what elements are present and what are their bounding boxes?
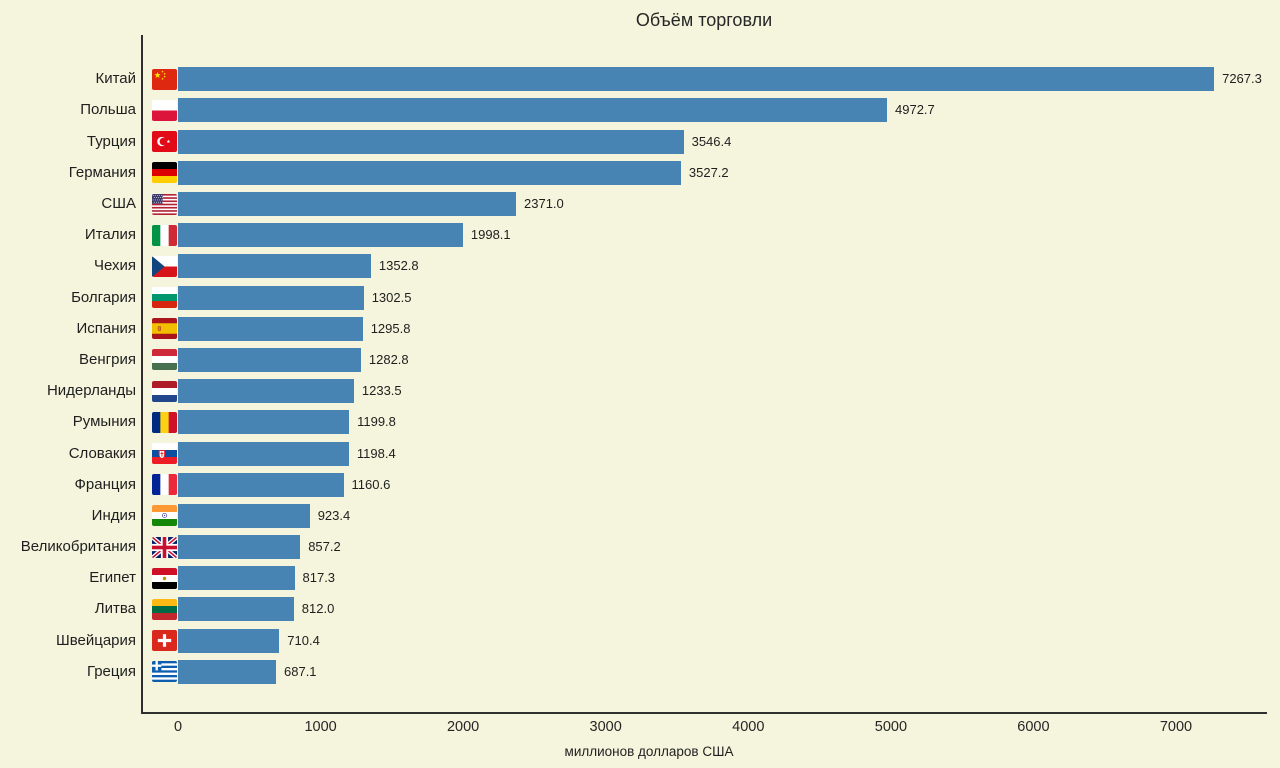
value-label: 4972.7 [895, 102, 935, 118]
flag-de-icon [152, 162, 177, 184]
bar [178, 129, 684, 154]
flag-fr-icon [152, 474, 177, 496]
value-label: 1199.8 [357, 414, 396, 430]
value-label: 1160.6 [351, 476, 391, 492]
value-label: 1198.4 [356, 445, 396, 461]
country-label: Чехия [93, 257, 136, 275]
value-label: 812.0 [301, 601, 335, 617]
bar [178, 192, 516, 216]
country-label: Румыния [72, 413, 136, 431]
bar [178, 472, 344, 497]
value-label: 857.2 [308, 539, 341, 555]
flag-ro-icon [152, 411, 177, 433]
bar [178, 285, 364, 310]
value-label: 3527.2 [688, 164, 729, 180]
country-label: Швейцария [55, 631, 136, 649]
bar [178, 659, 276, 684]
x-tick-label: 1000 [304, 719, 337, 735]
flag-it-icon [152, 224, 177, 246]
flag-cz-icon [152, 255, 177, 277]
x-tick-label: 6000 [1017, 719, 1050, 735]
country-label: Италия [84, 226, 136, 244]
country-label: Литва [94, 600, 136, 618]
value-label: 1282.8 [368, 351, 409, 367]
bar [178, 597, 294, 622]
x-tick-label: 2000 [446, 719, 480, 735]
bar [178, 566, 295, 591]
country-label: Нидерланды [46, 382, 136, 400]
bar [178, 628, 280, 653]
country-label: Франция [74, 475, 136, 493]
flag-hu-icon [152, 349, 177, 371]
bar [178, 503, 310, 528]
bar [178, 379, 354, 404]
flag-gb-icon [152, 536, 177, 558]
chart-title: Объём торговли [635, 10, 773, 30]
y-axis-line [141, 35, 143, 713]
country-label: Польша [80, 101, 136, 119]
flag-sk-icon [152, 443, 177, 464]
country-label: Словакия [68, 444, 136, 462]
flag-cn-icon [152, 68, 177, 90]
flag-tr-icon [152, 131, 177, 153]
flag-in-icon [152, 505, 177, 527]
x-tick-label: 7000 [1159, 719, 1193, 735]
flag-lt-icon [152, 598, 177, 620]
value-label: 687.1 [284, 663, 317, 679]
x-tick-label: 5000 [874, 719, 908, 735]
bar [178, 347, 361, 372]
value-label: 2371.0 [524, 196, 564, 211]
flag-gr-icon [152, 661, 177, 683]
bar [178, 410, 350, 435]
value-label: 923.4 [317, 507, 351, 523]
country-label: США [101, 195, 136, 212]
x-tick-label: 3000 [589, 719, 622, 735]
flag-nl-icon [152, 380, 177, 402]
flag-es-icon [152, 318, 177, 340]
flag-bg-icon [152, 287, 177, 308]
country-label: Турция [86, 132, 136, 150]
bar [178, 223, 463, 248]
bar [178, 254, 371, 279]
country-label: Болгария [71, 288, 136, 306]
x-axis-label: миллионов долларов США [564, 744, 734, 759]
bar [178, 160, 681, 185]
value-label: 1302.5 [371, 289, 412, 305]
country-label: Венгрия [79, 350, 136, 368]
country-label: Испания [76, 319, 136, 337]
flag-pl-icon [152, 99, 177, 121]
value-label: 3546.4 [691, 133, 732, 149]
x-tick-label: 4000 [732, 719, 765, 735]
value-label: 1233.5 [361, 383, 402, 399]
value-label: 1295.8 [370, 320, 411, 336]
flag-us-icon [152, 193, 177, 215]
value-label: 1352.8 [378, 258, 419, 274]
value-label: 7267.3 [1222, 71, 1262, 87]
bar [178, 98, 887, 123]
country-label: Греция [86, 662, 136, 680]
country-label: Германия [68, 163, 136, 181]
value-label: 1998.1 [470, 227, 511, 243]
flag-ch-icon [152, 630, 177, 652]
country-label: Китай [95, 70, 136, 88]
country-label: Великобритания [20, 538, 136, 556]
bar [178, 441, 349, 466]
value-label: 710.4 [287, 632, 320, 648]
bar [178, 535, 301, 560]
x-tick-label: 0 [173, 719, 183, 735]
country-label: Индия [91, 506, 136, 524]
bar [178, 67, 1215, 92]
flag-eg-icon [152, 567, 177, 589]
country-label: Египет [89, 569, 136, 587]
bar [178, 316, 363, 341]
value-label: 817.3 [302, 570, 336, 586]
x-axis-line [141, 712, 1267, 714]
